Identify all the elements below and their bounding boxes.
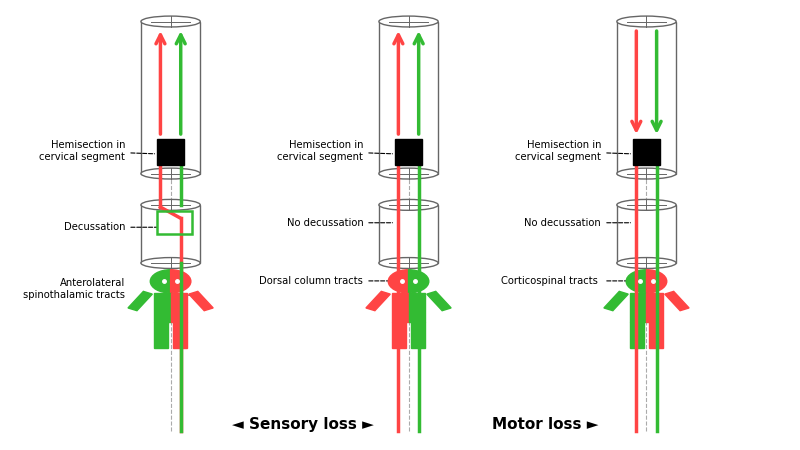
- Bar: [154, 322, 168, 348]
- Ellipse shape: [141, 168, 200, 179]
- Ellipse shape: [141, 199, 200, 210]
- Polygon shape: [128, 291, 152, 310]
- Text: Decussation: Decussation: [64, 222, 157, 232]
- Bar: [630, 322, 644, 348]
- Bar: [158, 139, 184, 165]
- Ellipse shape: [379, 168, 438, 179]
- Bar: [395, 139, 422, 165]
- Bar: [617, 205, 676, 263]
- Ellipse shape: [617, 16, 676, 27]
- Wedge shape: [150, 270, 170, 293]
- Polygon shape: [426, 291, 451, 310]
- Wedge shape: [388, 270, 409, 293]
- Bar: [409, 293, 425, 322]
- Bar: [173, 322, 187, 348]
- Text: Dorsal column tracts: Dorsal column tracts: [259, 276, 393, 286]
- Polygon shape: [604, 291, 628, 310]
- Bar: [141, 205, 200, 263]
- Bar: [154, 293, 170, 322]
- Bar: [379, 22, 438, 174]
- Wedge shape: [626, 270, 646, 293]
- Polygon shape: [665, 291, 689, 310]
- Ellipse shape: [617, 257, 676, 269]
- Ellipse shape: [141, 16, 200, 27]
- Text: Hemisection in
cervical segment: Hemisection in cervical segment: [278, 140, 393, 162]
- Text: No decussation: No decussation: [286, 218, 393, 228]
- Polygon shape: [366, 291, 390, 310]
- Bar: [630, 293, 646, 322]
- Ellipse shape: [379, 257, 438, 269]
- Ellipse shape: [617, 168, 676, 179]
- Bar: [379, 205, 438, 263]
- Bar: [649, 322, 663, 348]
- Ellipse shape: [379, 16, 438, 27]
- Bar: [157, 211, 192, 234]
- Bar: [634, 139, 660, 165]
- Bar: [170, 293, 187, 322]
- Text: No decussation: No decussation: [525, 218, 630, 228]
- Bar: [646, 293, 663, 322]
- Ellipse shape: [617, 199, 676, 210]
- Text: ◄ Sensory loss ►: ◄ Sensory loss ►: [232, 417, 374, 432]
- Ellipse shape: [379, 199, 438, 210]
- Bar: [411, 322, 425, 348]
- Text: Anterolateral
spinothalamic tracts: Anterolateral spinothalamic tracts: [23, 278, 126, 300]
- Wedge shape: [409, 270, 429, 293]
- Polygon shape: [189, 291, 213, 310]
- Wedge shape: [646, 270, 666, 293]
- Bar: [617, 22, 676, 174]
- Bar: [392, 293, 409, 322]
- Text: Motor loss ►: Motor loss ►: [492, 417, 598, 432]
- Text: Hemisection in
cervical segment: Hemisection in cervical segment: [515, 140, 630, 162]
- Wedge shape: [170, 270, 191, 293]
- Bar: [392, 322, 406, 348]
- Text: Hemisection in
cervical segment: Hemisection in cervical segment: [39, 140, 154, 162]
- Bar: [141, 22, 200, 174]
- Ellipse shape: [141, 257, 200, 269]
- Text: Corticospinal tracts: Corticospinal tracts: [502, 276, 630, 286]
